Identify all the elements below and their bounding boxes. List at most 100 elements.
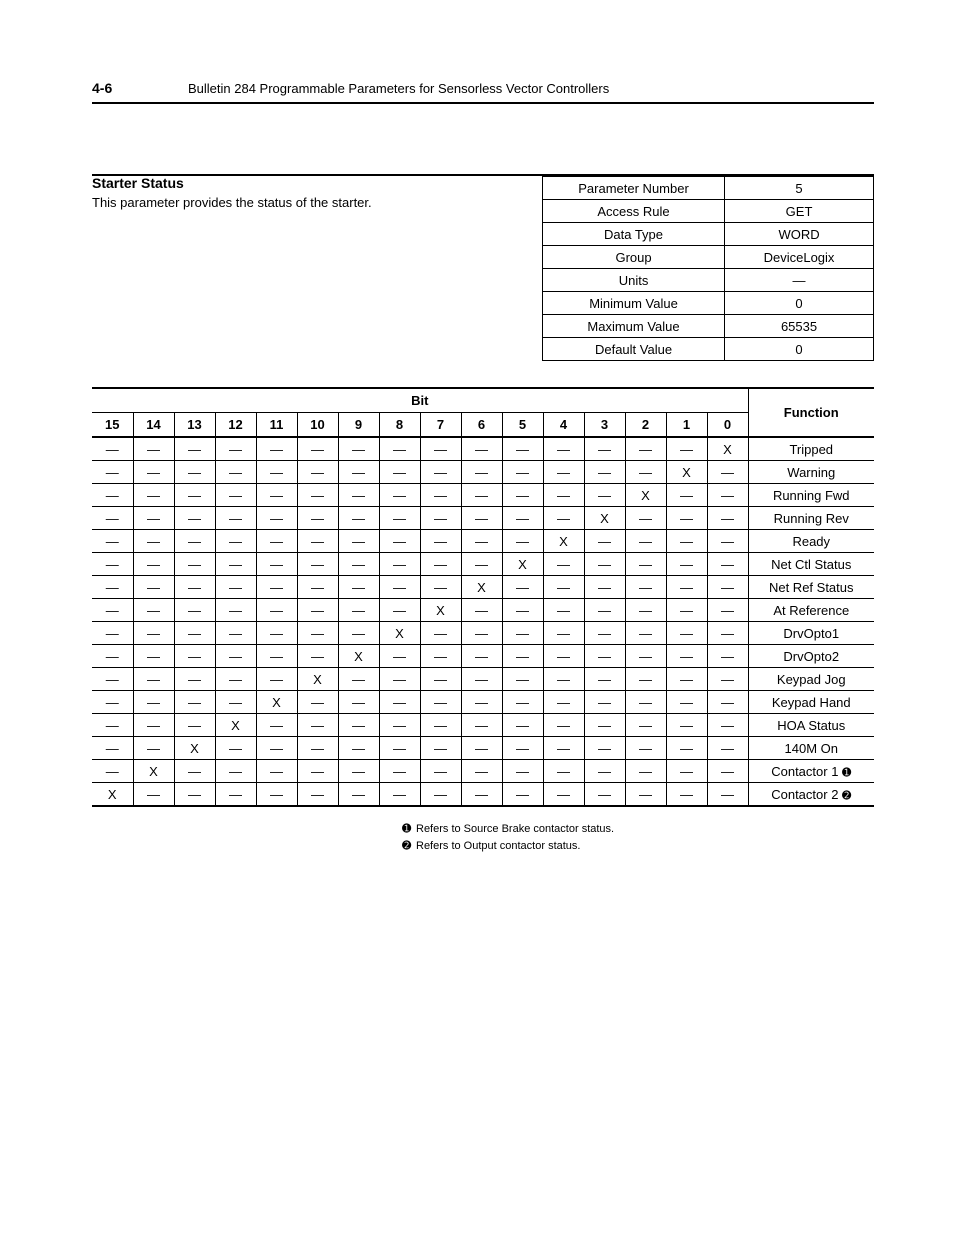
running-head: 4-6 Bulletin 284 Programmable Parameters… — [92, 80, 874, 104]
bit-cell: X — [584, 507, 625, 530]
bit-cell: — — [297, 691, 338, 714]
meta-row: Access RuleGET — [543, 200, 874, 223]
bit-cell: — — [502, 783, 543, 807]
bit-cell: — — [543, 645, 584, 668]
bit-cell: — — [256, 668, 297, 691]
bit-cell: X — [543, 530, 584, 553]
bit-cell: — — [297, 622, 338, 645]
bit-cell: — — [461, 737, 502, 760]
bit-cell: — — [215, 553, 256, 576]
bit-cell: — — [338, 461, 379, 484]
bit-cell: — — [133, 530, 174, 553]
bit-cell: — — [133, 437, 174, 461]
bit-cell: — — [92, 714, 133, 737]
bit-cell: — — [666, 437, 707, 461]
function-cell: Running Fwd — [748, 484, 874, 507]
bit-cell: — — [297, 484, 338, 507]
bit-cell: — — [666, 576, 707, 599]
bit-cell: — — [666, 783, 707, 807]
bit-cell: — — [584, 437, 625, 461]
function-header: Function — [748, 388, 874, 437]
page: 4-6 Bulletin 284 Programmable Parameters… — [0, 0, 954, 1235]
parameter-block: Starter Status This parameter provides t… — [92, 175, 874, 361]
bit-cell: — — [625, 530, 666, 553]
bit-cell: X — [92, 783, 133, 807]
bit-cell: X — [707, 437, 748, 461]
bit-cell: — — [174, 553, 215, 576]
bit-column-header: 8 — [379, 413, 420, 438]
bit-thead: Bit Function 1514131211109876543210 — [92, 388, 874, 437]
bit-cell: — — [625, 553, 666, 576]
bit-cell: — — [666, 599, 707, 622]
bit-cell: — — [297, 530, 338, 553]
meta-value: 65535 — [725, 315, 874, 338]
bit-cell: — — [461, 599, 502, 622]
bit-cell: — — [543, 507, 584, 530]
bit-cell: — — [338, 691, 379, 714]
bit-cell: — — [625, 645, 666, 668]
bit-cell: — — [707, 622, 748, 645]
bit-row: ——————X—————————DrvOpto2 — [92, 645, 874, 668]
bit-cell: — — [461, 760, 502, 783]
bit-cell: X — [379, 622, 420, 645]
bit-cell: — — [502, 530, 543, 553]
bit-cell: — — [338, 760, 379, 783]
bit-cell: — — [666, 668, 707, 691]
bit-cell: — — [256, 437, 297, 461]
bit-cell: — — [379, 668, 420, 691]
bit-row: X———————————————Contactor 2 ➋ — [92, 783, 874, 807]
bit-cell: — — [215, 599, 256, 622]
bit-cell: — — [338, 576, 379, 599]
bit-cell: — — [174, 576, 215, 599]
bit-cell: — — [584, 691, 625, 714]
meta-row: Parameter Number5 — [543, 176, 874, 200]
bit-tbody: ———————————————XTripped——————————————X—W… — [92, 437, 874, 806]
bit-cell: — — [625, 668, 666, 691]
parameter-description: This parameter provides the status of th… — [92, 195, 522, 210]
bit-cell: — — [92, 437, 133, 461]
bit-row: —————————X——————Net Ref Status — [92, 576, 874, 599]
meta-label: Default Value — [543, 338, 725, 361]
meta-label: Minimum Value — [543, 292, 725, 315]
meta-value: WORD — [725, 223, 874, 246]
bit-cell: — — [215, 530, 256, 553]
bit-cell: — — [584, 576, 625, 599]
bit-cell: — — [379, 553, 420, 576]
bit-cell: — — [543, 714, 584, 737]
bit-cell: — — [297, 599, 338, 622]
bit-cell: — — [420, 714, 461, 737]
bit-cell: — — [707, 576, 748, 599]
bit-cell: X — [338, 645, 379, 668]
bit-cell: — — [461, 714, 502, 737]
bit-cell: — — [256, 507, 297, 530]
bit-cell: — — [543, 437, 584, 461]
bit-cell: — — [625, 599, 666, 622]
function-cell: Contactor 2 ➋ — [748, 783, 874, 807]
bit-cell: — — [133, 484, 174, 507]
bit-column-header: 14 — [133, 413, 174, 438]
footnote: ➊Refers to Source Brake contactor status… — [402, 821, 874, 838]
bit-header-row-1: Bit Function — [92, 388, 874, 413]
bit-cell: — — [584, 737, 625, 760]
bit-cell: — — [420, 553, 461, 576]
bit-cell: — — [461, 461, 502, 484]
bit-cell: — — [133, 599, 174, 622]
bit-cell: — — [461, 484, 502, 507]
footnote-symbol-icon: ➊ — [402, 821, 416, 838]
bit-cell: — — [379, 760, 420, 783]
bit-cell: — — [174, 760, 215, 783]
meta-row: Minimum Value0 — [543, 292, 874, 315]
bit-column-header: 5 — [502, 413, 543, 438]
bit-column-header: 10 — [297, 413, 338, 438]
chapter-title: Bulletin 284 Programmable Parameters for… — [188, 81, 609, 96]
bit-cell: — — [625, 737, 666, 760]
function-cell: HOA Status — [748, 714, 874, 737]
bit-cell: X — [133, 760, 174, 783]
bit-cell: — — [133, 668, 174, 691]
bit-cell: — — [625, 760, 666, 783]
bit-cell: — — [707, 760, 748, 783]
bit-cell: — — [543, 461, 584, 484]
bit-cell: — — [338, 714, 379, 737]
bit-cell: — — [502, 507, 543, 530]
bit-cell: — — [256, 576, 297, 599]
